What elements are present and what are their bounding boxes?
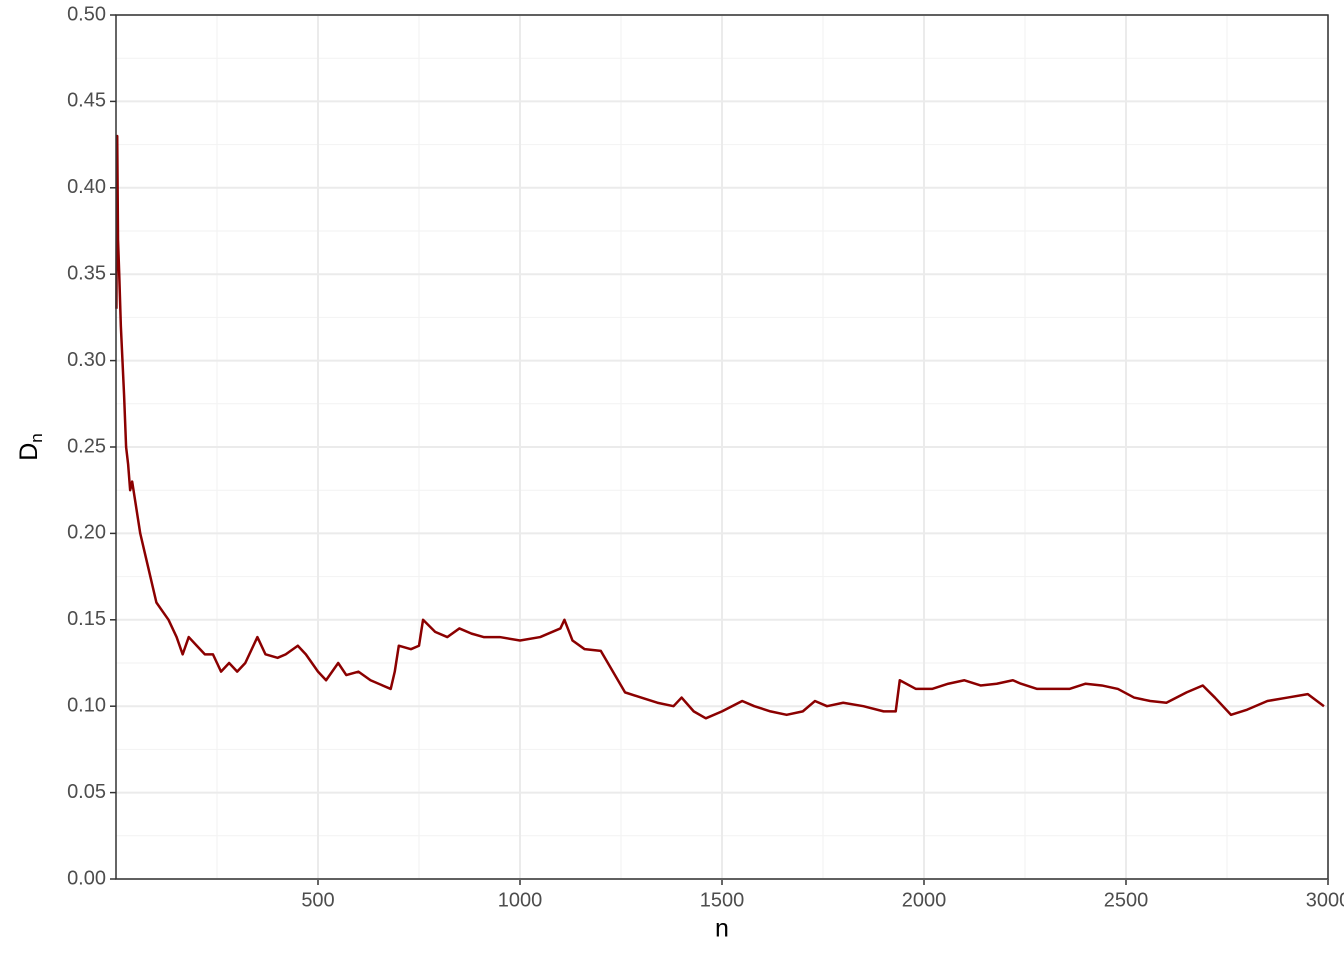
y-tick-label: 0.10 [67, 694, 106, 716]
x-tick-label: 2000 [902, 889, 947, 911]
x-tick-label: 2500 [1104, 889, 1149, 911]
y-tick-label: 0.25 [67, 435, 106, 457]
y-tick-label: 0.50 [67, 3, 106, 25]
y-tick-label: 0.40 [67, 176, 106, 198]
y-tick-label: 0.20 [67, 522, 106, 544]
data-line [115, 134, 1325, 720]
x-tick-label: 1500 [700, 889, 745, 911]
y-tick-label: 0.05 [67, 781, 106, 803]
y-tick-label: 0.35 [67, 262, 106, 284]
x-tick-label: 1000 [498, 889, 543, 911]
y-axis-title-subscript: n [27, 433, 46, 442]
y-tick-label: 0.45 [67, 90, 106, 112]
x-tick-label: 500 [301, 889, 334, 911]
y-tick-label: 0.15 [67, 608, 106, 630]
panel-border [115, 14, 1329, 880]
y-tick-label: 0.00 [67, 867, 106, 889]
y-axis-title: Dn [15, 433, 47, 461]
x-axis-title: n [715, 915, 729, 943]
y-tick-label: 0.30 [67, 349, 106, 371]
y-axis-title-main: D [15, 443, 43, 461]
